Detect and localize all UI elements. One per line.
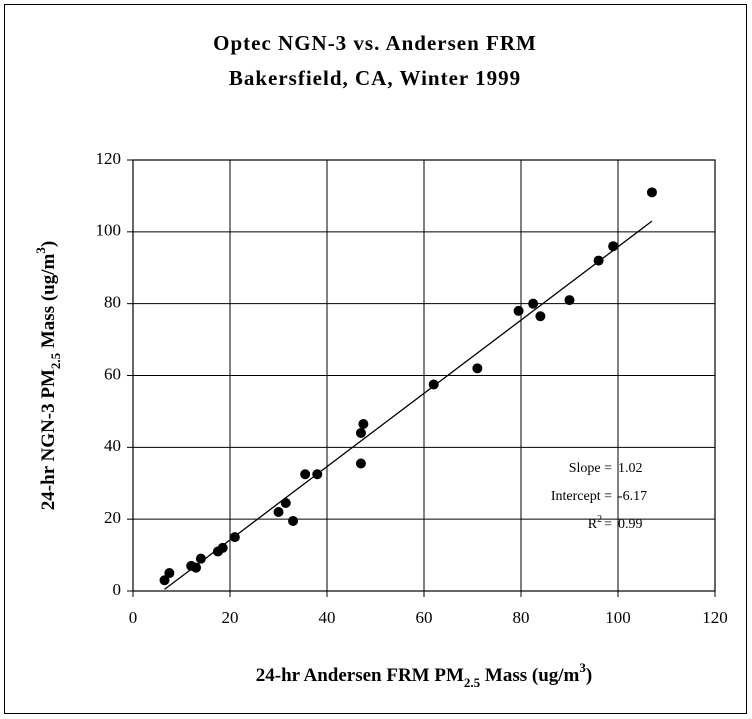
point <box>229 532 240 543</box>
fit-sup: 2 <box>597 514 602 525</box>
y-tick-label: 0 <box>113 580 122 599</box>
point <box>217 542 228 553</box>
fit-line <box>164 220 653 590</box>
fit-value: 1.02 <box>618 461 643 476</box>
point <box>646 187 657 198</box>
plot-border <box>132 159 716 592</box>
point <box>273 506 284 517</box>
point <box>288 515 299 526</box>
y-tick-label: 120 <box>96 149 122 168</box>
chart-subtitle: Bakersfield, CA, Winter 1999 <box>229 66 521 90</box>
y_label-part: 24-hr NGN-3 PM <box>38 369 59 510</box>
x_label-part: ) <box>586 665 592 686</box>
y-tick-label: 40 <box>104 436 121 455</box>
point <box>280 498 291 509</box>
fit-annotation: Slope = <box>569 461 612 476</box>
x_label-part: 24-hr Andersen FRM PM <box>256 665 464 686</box>
y_label-part: ) <box>38 241 59 247</box>
point <box>535 311 546 322</box>
x-tick-label: 0 <box>129 608 138 627</box>
x-tick-label: 100 <box>605 608 631 627</box>
y-tick-label: 20 <box>104 508 121 527</box>
x-tick-label: 120 <box>702 608 728 627</box>
fit-annotation: Intercept = <box>551 489 612 504</box>
chart-title: Optec NGN-3 vs. Andersen FRM <box>213 31 537 55</box>
point <box>593 255 604 266</box>
fit-annotation: R2 = <box>588 514 612 532</box>
y_label-part: 2.5 <box>48 352 63 369</box>
point <box>355 427 366 438</box>
x-tick-label: 40 <box>319 608 336 627</box>
fit-label: Intercept = <box>551 489 612 504</box>
point <box>191 562 202 573</box>
fit-label: Slope = <box>569 461 612 476</box>
y-tick-label: 100 <box>96 221 122 240</box>
point <box>355 458 366 469</box>
x_label: 24-hr Andersen FRM PM2.5 Mass (ug/m3) <box>256 660 592 690</box>
fit-value: 0.99 <box>618 517 643 532</box>
point <box>195 553 206 564</box>
y_label: 24-hr NGN-3 PM2.5 Mass (ug/m3) <box>33 241 63 510</box>
x_label-part: 3 <box>579 660 586 675</box>
point <box>513 305 524 316</box>
fit-label: R <box>588 517 598 532</box>
point <box>428 379 439 390</box>
point <box>528 298 539 309</box>
x-tick-label: 60 <box>416 608 433 627</box>
point <box>312 469 323 480</box>
point <box>608 241 619 252</box>
y_label-part: Mass (ug/m <box>38 253 59 352</box>
chart-frame <box>4 4 747 714</box>
y-tick-label: 80 <box>104 293 121 312</box>
y_label-part: 3 <box>33 247 48 254</box>
x_label-part: Mass (ug/m <box>480 665 579 686</box>
point <box>564 295 575 306</box>
fit-rest: = <box>604 517 612 532</box>
fit-value: -6.17 <box>618 489 647 504</box>
x-tick-label: 20 <box>222 608 239 627</box>
x_label-part: 2.5 <box>464 675 481 690</box>
point <box>159 575 170 586</box>
x-tick-label: 80 <box>513 608 530 627</box>
point <box>164 568 175 579</box>
point <box>300 469 311 480</box>
point <box>358 418 369 429</box>
y-tick-label: 60 <box>104 364 121 383</box>
point <box>472 363 483 374</box>
